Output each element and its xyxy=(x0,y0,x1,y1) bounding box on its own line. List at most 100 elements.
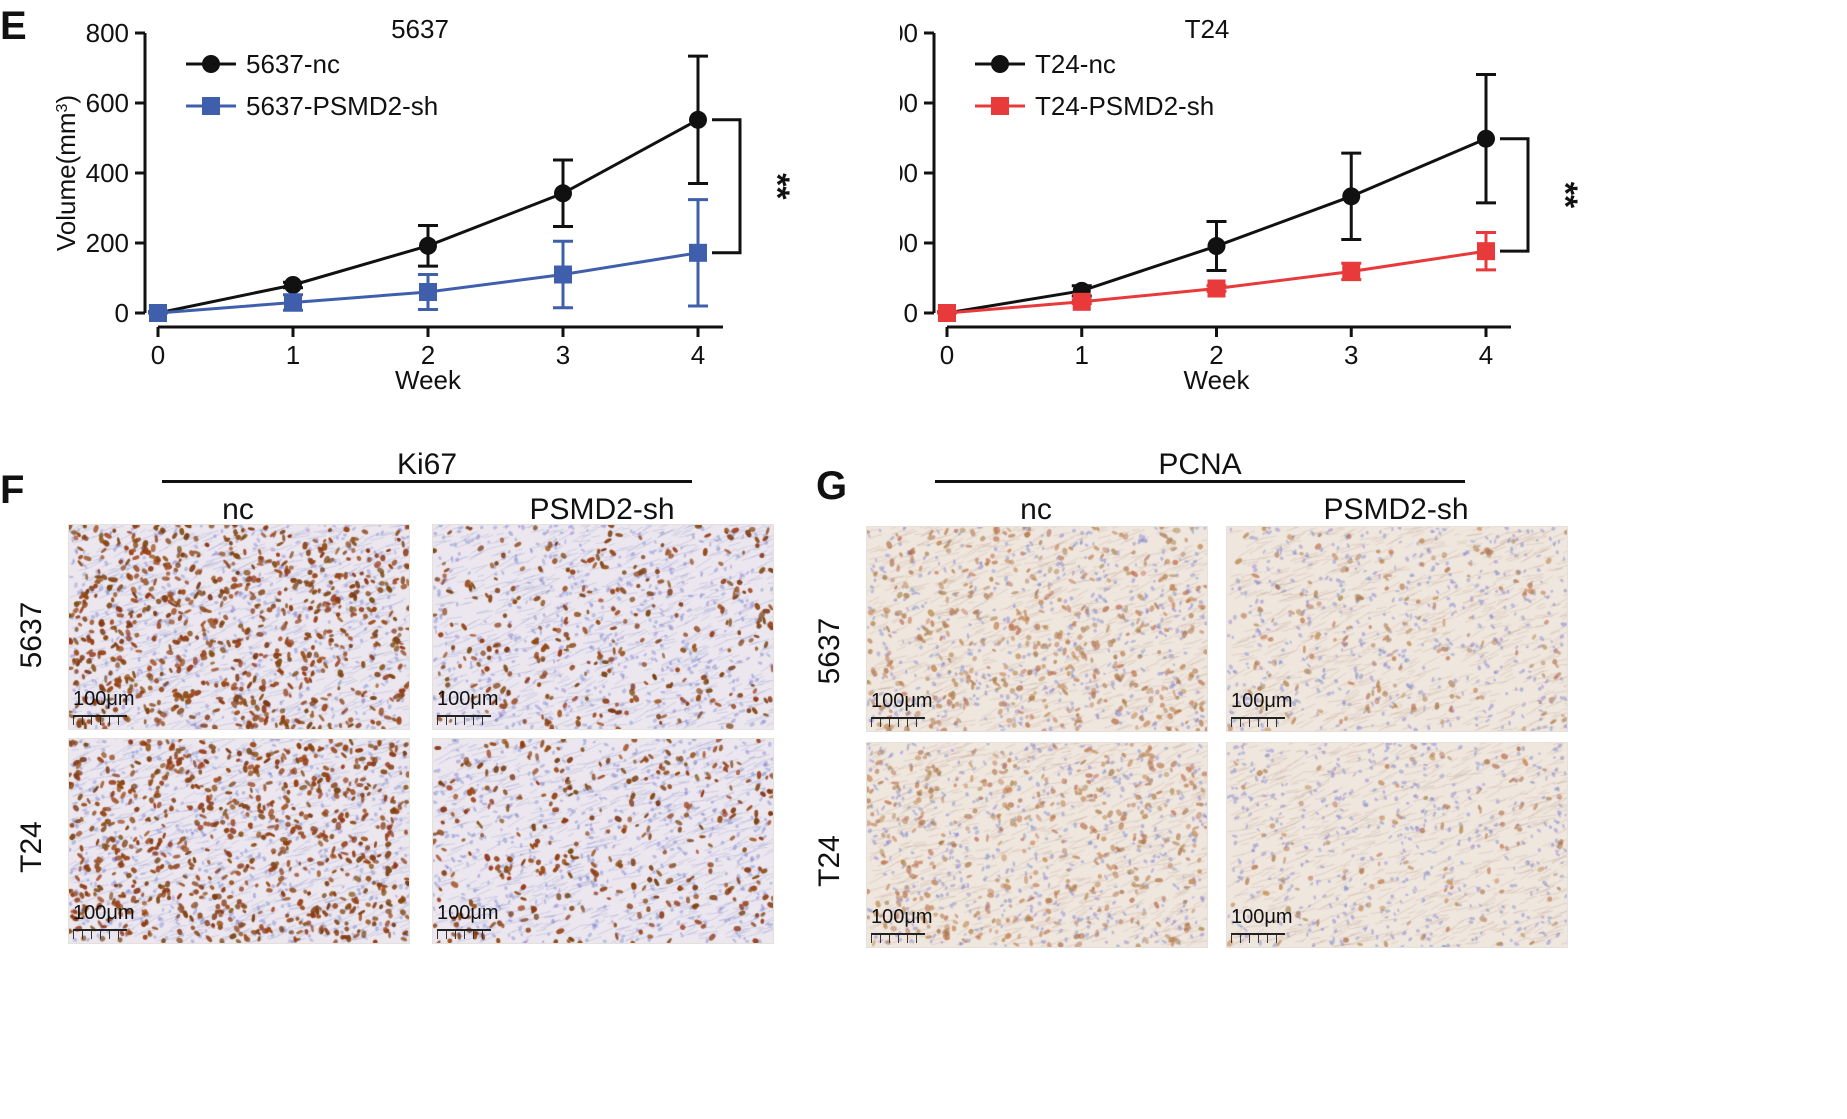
x-tick-label: 2 xyxy=(421,340,435,370)
ihc-f-divider xyxy=(162,480,692,483)
legend-label: T24-PSMD2-sh xyxy=(1035,91,1214,121)
ihc-g-t24-nc-image: 100μm xyxy=(866,742,1208,948)
scale-bar xyxy=(437,929,491,931)
x-axis-label: Week xyxy=(395,365,462,395)
scale-bar-ticks xyxy=(437,931,491,939)
data-point xyxy=(554,184,572,203)
data-point xyxy=(1207,279,1226,298)
data-point xyxy=(1342,187,1361,206)
legend-marker xyxy=(991,97,1009,115)
x-tick-label: 3 xyxy=(1344,340,1358,370)
scale-bar-ticks xyxy=(73,717,127,725)
x-tick-label: 3 xyxy=(556,340,570,370)
x-tick-label: 0 xyxy=(151,340,165,370)
ihc-g-marker-title: PCNA xyxy=(1158,448,1242,481)
data-point xyxy=(284,293,302,312)
ihc-g-row-t24: T24 xyxy=(813,835,846,887)
scale-bar-ticks xyxy=(871,935,925,943)
ihc-f-t24-sh-image: 100μm xyxy=(432,738,774,944)
data-point xyxy=(1072,292,1091,311)
chart-title: 5637 xyxy=(391,14,449,44)
scale-bar xyxy=(1231,933,1285,935)
ihc-f-col-nc: nc xyxy=(222,493,254,526)
ihc-f-col-sh: PSMD2-sh xyxy=(529,493,675,526)
y-tick-label: 0 xyxy=(904,298,918,328)
scale-bar-label: 100μm xyxy=(871,690,933,712)
ihc-f-t24-nc-image: 100μm xyxy=(68,738,410,944)
panel-letter-e: E xyxy=(0,4,27,48)
scale-bar-ticks xyxy=(73,931,127,939)
ihc-g-5637-sh-image: 100μm xyxy=(1226,526,1568,732)
data-point xyxy=(419,236,437,255)
x-tick-label: 4 xyxy=(1479,340,1493,370)
ihc-g-col-sh: PSMD2-sh xyxy=(1323,493,1469,526)
x-tick-label: 2 xyxy=(1209,340,1223,370)
legend-marker xyxy=(991,55,1009,73)
data-point xyxy=(938,304,956,322)
legend-label: 5637-nc xyxy=(246,49,340,79)
ihc-f-5637-nc-image: 100μm xyxy=(68,524,410,730)
data-point xyxy=(1477,242,1495,261)
y-tick-label: 600 xyxy=(86,88,129,118)
legend-marker xyxy=(202,97,220,115)
y-tick-label: 400 xyxy=(86,158,129,188)
x-tick-label: 1 xyxy=(286,340,300,370)
significance-label: ** xyxy=(758,173,796,200)
scale-bar-label: 100μm xyxy=(437,902,499,924)
significance-bracket xyxy=(1500,137,1530,253)
scale-bar xyxy=(871,717,925,719)
data-point xyxy=(554,265,572,284)
ihc-g-t24-sh-image: 100μm xyxy=(1226,742,1568,948)
scale-bar xyxy=(73,929,127,931)
y-tick-label: 200 xyxy=(86,228,129,258)
y-tick-label: 600 xyxy=(900,158,918,188)
legend-marker xyxy=(202,55,220,73)
data-point xyxy=(689,243,707,262)
data-point xyxy=(1342,262,1361,281)
chart-t24-volume: T240300600900120001234WeekVolume(mm3)T24… xyxy=(900,14,1584,395)
y-axis-label: Volume(mm3) xyxy=(51,95,81,251)
chart-title: T24 xyxy=(1185,14,1230,44)
panel-letter-g: G xyxy=(816,464,848,508)
legend-label: T24-nc xyxy=(1035,49,1116,79)
scale-bar xyxy=(73,715,127,717)
scale-bar-label: 100μm xyxy=(871,906,933,928)
y-tick-label: 300 xyxy=(900,228,918,258)
scale-bar-ticks xyxy=(437,717,491,725)
y-tick-label: 900 xyxy=(900,88,918,118)
data-point xyxy=(689,110,707,129)
scale-bar-label: 100μm xyxy=(1231,690,1293,712)
ihc-f-row-5637: 5637 xyxy=(15,601,48,669)
scale-bar-ticks xyxy=(1231,719,1285,727)
data-point xyxy=(1207,237,1226,256)
panel-letter-f: F xyxy=(0,468,25,512)
ihc-g-col-nc: nc xyxy=(1020,493,1052,526)
data-point xyxy=(419,283,437,301)
ihc-f-marker-title: Ki67 xyxy=(396,448,458,481)
chart-5637-volume: 5637 0 200 400 600 800 0 1 2 3 4 Week Volume(mm3) 563… xyxy=(51,14,796,395)
ihc-g-divider xyxy=(935,480,1465,483)
x-tick-label: 1 xyxy=(1075,340,1089,370)
ihc-g-row-5637: 5637 xyxy=(813,617,846,685)
scale-bar xyxy=(437,715,491,717)
scale-bar xyxy=(871,933,925,935)
y-tick-label: 1200 xyxy=(900,18,918,48)
ihc-f-5637-sh-image: 100μm xyxy=(432,524,774,730)
scale-bar-label: 100μm xyxy=(437,688,499,710)
ihc-f-row-t24: T24 xyxy=(15,821,48,873)
x-axis-label: Week xyxy=(1184,365,1251,395)
scale-bar-ticks xyxy=(871,719,925,727)
data-point xyxy=(1477,129,1495,148)
scale-bar-ticks xyxy=(1231,935,1285,943)
significance-label: ** xyxy=(1546,182,1584,209)
y-tick-label: 0 xyxy=(115,298,129,328)
scale-bar-label: 100μm xyxy=(73,688,135,710)
scale-bar xyxy=(1231,717,1285,719)
legend-label: 5637-PSMD2-sh xyxy=(246,91,438,121)
scale-bar-label: 100μm xyxy=(73,902,135,924)
data-point xyxy=(284,276,302,294)
x-tick-label: 0 xyxy=(940,340,954,370)
ihc-g-5637-nc-image: 100μm xyxy=(866,526,1208,732)
y-tick-label: 800 xyxy=(86,18,129,48)
significance-bracket xyxy=(712,118,742,255)
